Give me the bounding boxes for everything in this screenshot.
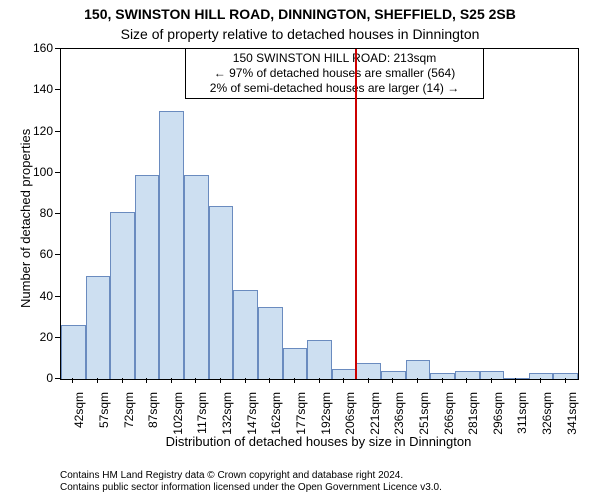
x-tick-label: 311sqm	[515, 392, 529, 442]
x-tick-mark	[294, 378, 295, 383]
histogram-bar	[283, 348, 308, 379]
x-tick-mark	[146, 378, 147, 383]
histogram-bar	[135, 175, 160, 379]
x-tick-label: 221sqm	[368, 392, 382, 442]
x-tick-mark	[195, 378, 196, 383]
x-tick-mark	[245, 378, 246, 383]
x-tick-label: 266sqm	[442, 392, 456, 442]
y-tick-mark	[55, 213, 60, 214]
chart-subtitle: Size of property relative to detached ho…	[0, 26, 600, 42]
x-tick-label: 326sqm	[540, 392, 554, 442]
histogram-bar	[356, 363, 381, 380]
y-tick-mark	[55, 48, 60, 49]
x-tick-label: 57sqm	[97, 392, 111, 442]
x-tick-label: 42sqm	[72, 392, 86, 442]
y-tick-label: 60	[25, 247, 53, 261]
y-tick-mark	[55, 172, 60, 173]
histogram-bar	[406, 360, 431, 379]
x-tick-mark	[368, 378, 369, 383]
histogram-bar	[381, 371, 406, 379]
marker-line	[355, 49, 357, 379]
histogram-bar	[258, 307, 283, 379]
x-tick-mark	[417, 378, 418, 383]
x-tick-label: 192sqm	[319, 392, 333, 442]
x-tick-label: 341sqm	[565, 392, 579, 442]
x-tick-label: 147sqm	[245, 392, 259, 442]
x-tick-mark	[491, 378, 492, 383]
x-tick-mark	[442, 378, 443, 383]
x-tick-label: 206sqm	[343, 392, 357, 442]
footer-line1: Contains HM Land Registry data © Crown c…	[60, 470, 442, 482]
y-tick-mark	[55, 296, 60, 297]
histogram-bar	[61, 325, 86, 379]
x-tick-label: 87sqm	[146, 392, 160, 442]
x-tick-label: 236sqm	[392, 392, 406, 442]
x-tick-label: 132sqm	[220, 392, 234, 442]
y-tick-label: 0	[25, 371, 53, 385]
y-tick-label: 140	[25, 82, 53, 96]
y-tick-mark	[55, 254, 60, 255]
x-tick-label: 162sqm	[269, 392, 283, 442]
x-tick-mark	[171, 378, 172, 383]
x-tick-mark	[220, 378, 221, 383]
histogram-bar	[233, 290, 258, 379]
x-tick-mark	[565, 378, 566, 383]
x-tick-label: 281sqm	[466, 392, 480, 442]
histogram-bar	[86, 276, 111, 379]
y-tick-mark	[55, 378, 60, 379]
histogram-bar	[159, 111, 184, 379]
plot-area	[60, 48, 579, 380]
x-tick-mark	[466, 378, 467, 383]
x-tick-label: 102sqm	[171, 392, 185, 442]
histogram-bar	[504, 378, 529, 379]
histogram-bar	[307, 340, 332, 379]
y-tick-label: 120	[25, 124, 53, 138]
histogram-bar	[184, 175, 209, 379]
x-tick-mark	[515, 378, 516, 383]
x-tick-label: 177sqm	[294, 392, 308, 442]
y-tick-label: 100	[25, 165, 53, 179]
x-tick-label: 251sqm	[417, 392, 431, 442]
x-tick-mark	[343, 378, 344, 383]
chart-title-address: 150, SWINSTON HILL ROAD, DINNINGTON, SHE…	[0, 6, 600, 22]
x-tick-label: 117sqm	[195, 392, 209, 442]
histogram-bar	[209, 206, 234, 379]
histogram-bar	[110, 212, 135, 379]
x-tick-label: 72sqm	[122, 392, 136, 442]
footer-line2: Contains public sector information licen…	[60, 482, 442, 494]
y-tick-label: 80	[25, 206, 53, 220]
x-tick-mark	[540, 378, 541, 383]
y-tick-label: 20	[25, 330, 53, 344]
y-tick-label: 40	[25, 289, 53, 303]
x-tick-mark	[122, 378, 123, 383]
x-tick-mark	[392, 378, 393, 383]
x-tick-mark	[269, 378, 270, 383]
chart-container: { "title_line1": "150, SWINSTON HILL ROA…	[0, 0, 600, 500]
y-tick-mark	[55, 337, 60, 338]
footer-attribution: Contains HM Land Registry data © Crown c…	[60, 470, 442, 494]
x-tick-label: 296sqm	[491, 392, 505, 442]
y-tick-label: 160	[25, 41, 53, 55]
y-tick-mark	[55, 131, 60, 132]
x-tick-mark	[72, 378, 73, 383]
y-tick-mark	[55, 89, 60, 90]
x-tick-mark	[97, 378, 98, 383]
x-tick-mark	[319, 378, 320, 383]
